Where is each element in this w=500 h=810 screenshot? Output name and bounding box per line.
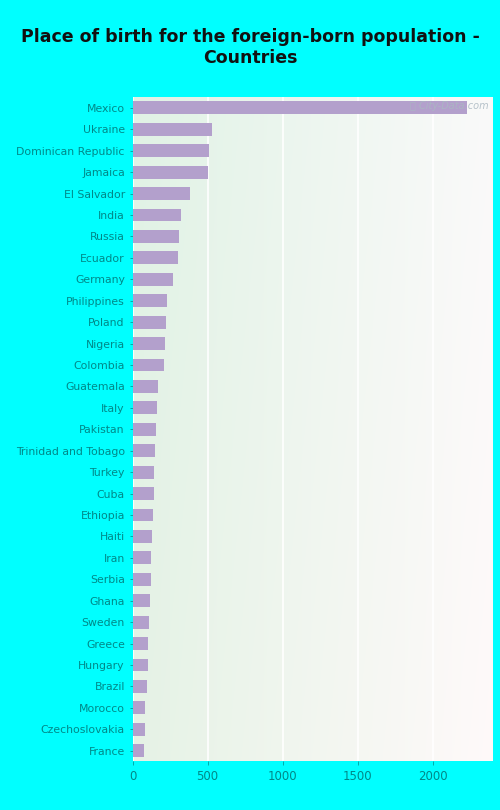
Bar [132,316,166,329]
Bar [132,530,152,543]
Bar [132,637,148,650]
Bar [132,101,467,114]
Text: Place of birth for the foreign-born population -
Countries: Place of birth for the foreign-born popu… [20,28,479,67]
Bar [132,744,144,757]
Bar [132,509,153,522]
Bar [132,337,165,350]
Bar [132,380,158,393]
Bar [132,359,164,372]
Bar [132,209,180,221]
Bar [132,123,212,136]
Bar [132,595,150,608]
Bar [132,701,145,714]
Bar [132,251,178,264]
Bar [132,680,147,693]
Bar [132,659,148,671]
Bar [132,616,149,629]
Bar [132,445,155,457]
Bar [132,144,209,157]
Bar [132,552,151,565]
Bar [132,273,173,286]
Bar [132,723,144,735]
Bar [132,187,190,200]
Bar [132,423,156,436]
Bar [132,402,156,414]
Text: ⓘ City-Data.com: ⓘ City-Data.com [410,100,489,110]
Bar [132,466,154,479]
Bar [132,487,154,500]
Bar [132,573,150,586]
Bar [132,230,179,243]
Bar [132,166,208,179]
Bar [132,294,167,307]
